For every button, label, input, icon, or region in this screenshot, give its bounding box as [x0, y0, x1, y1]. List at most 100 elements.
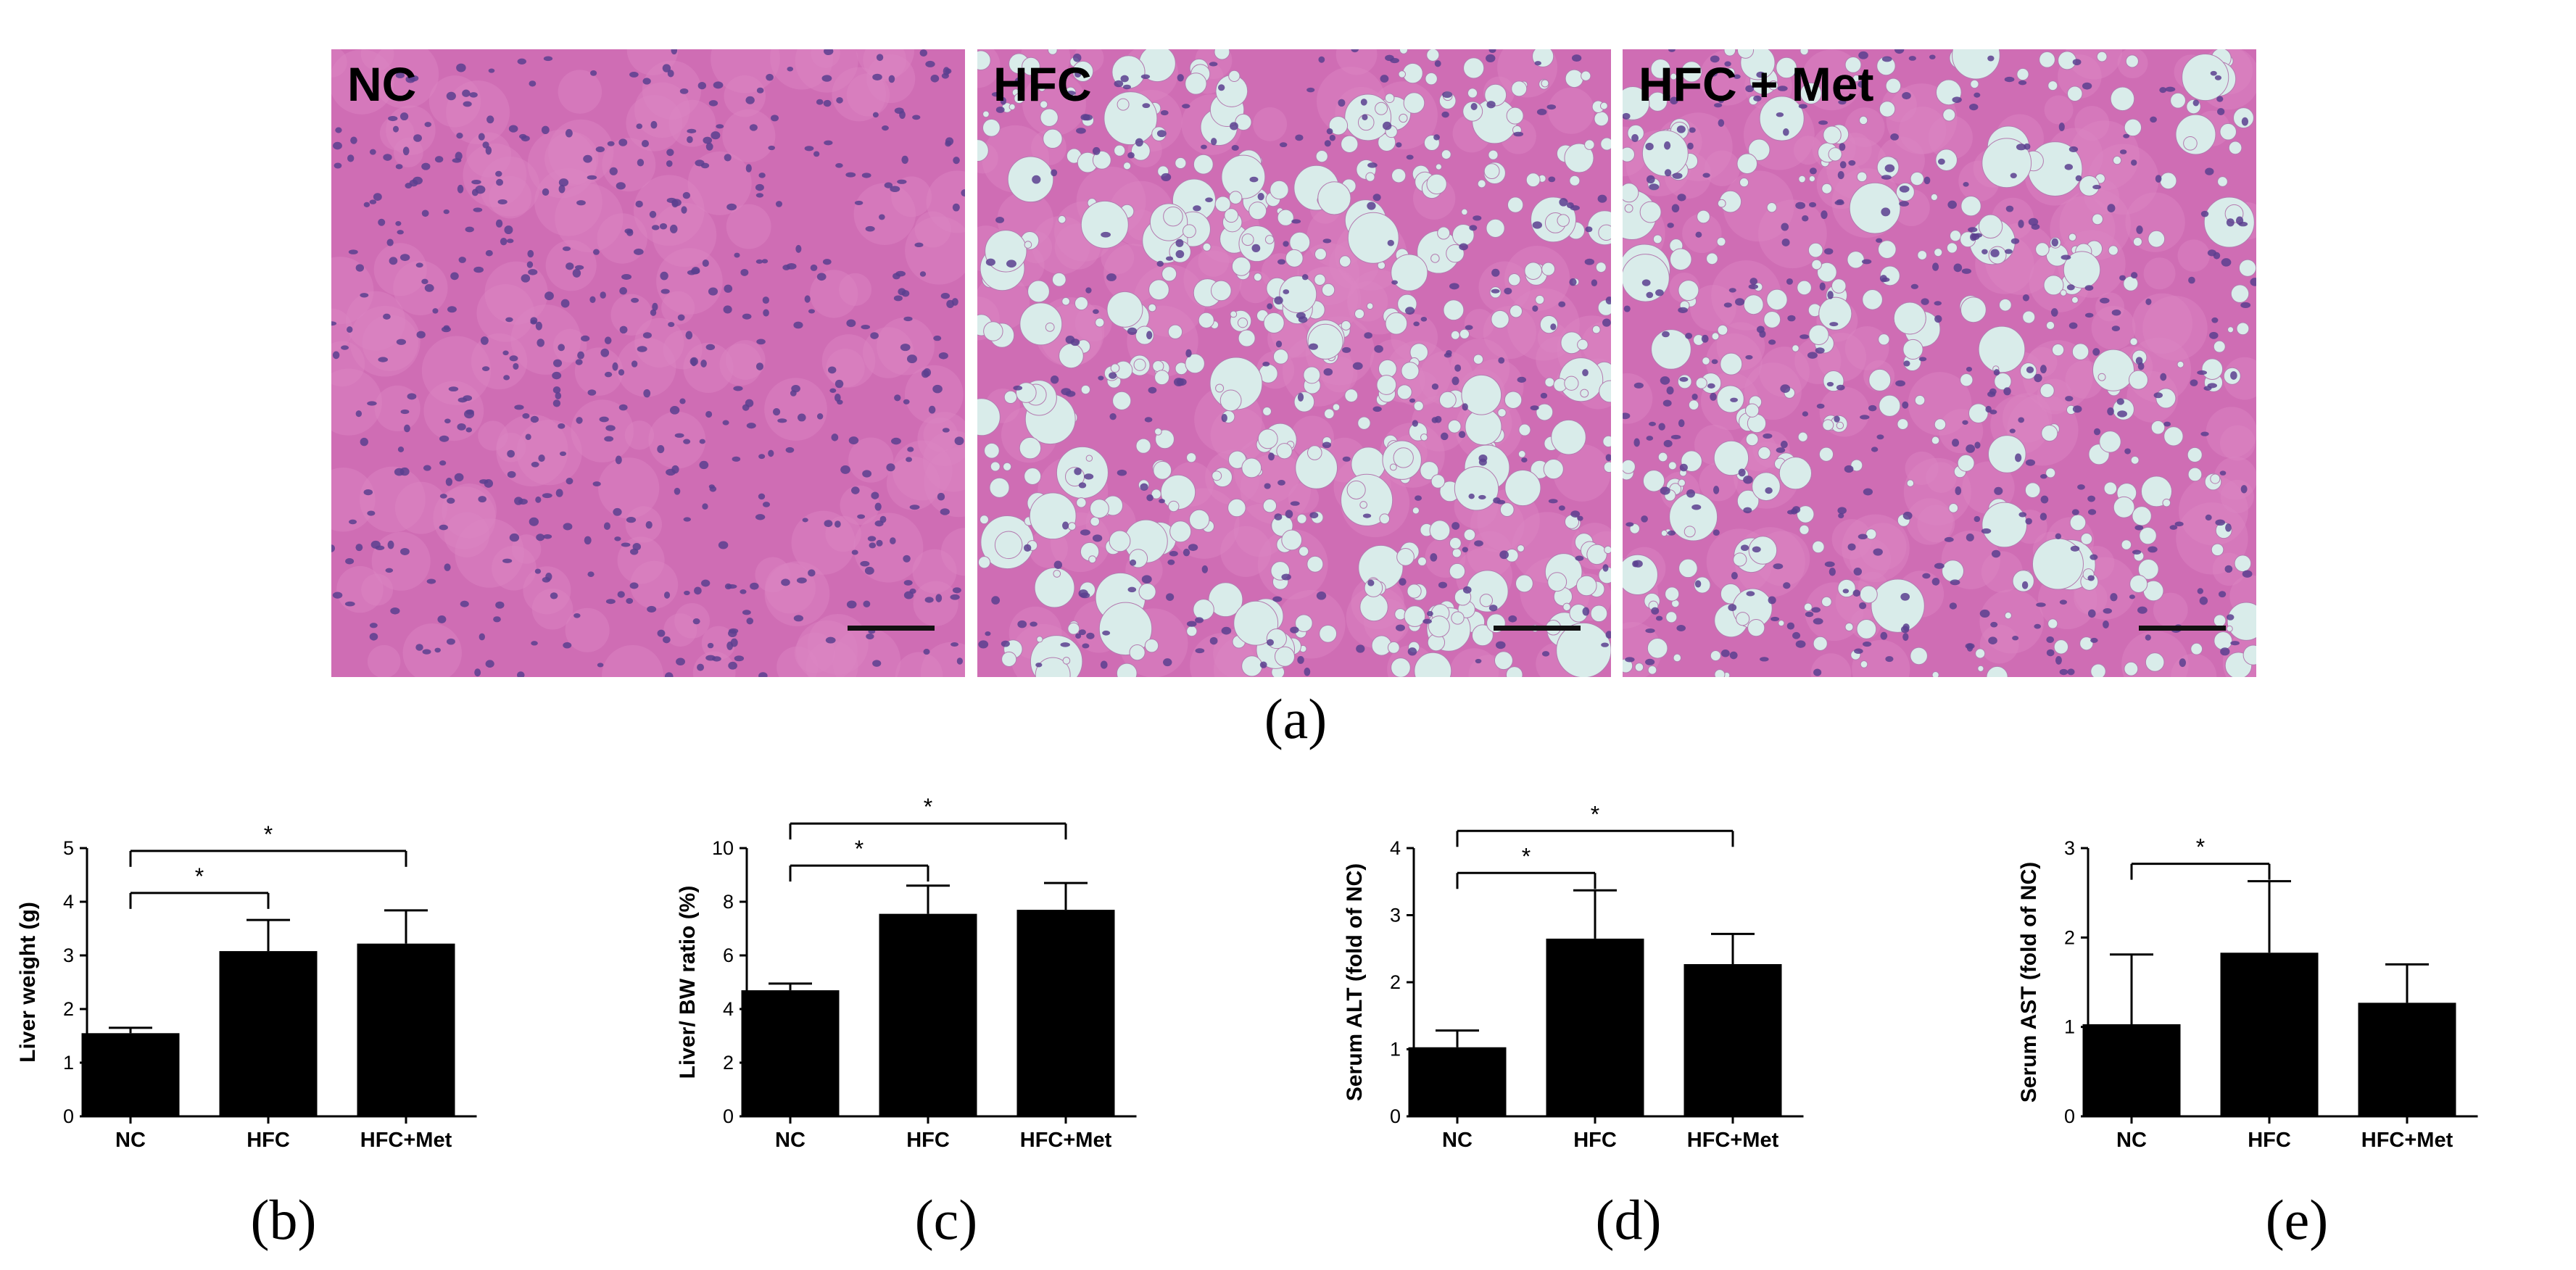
nucleus	[2160, 373, 2167, 381]
cytoplasm-patch	[1233, 504, 1287, 557]
nucleus	[1990, 621, 1998, 628]
nucleus	[563, 642, 572, 649]
fat-vacuole	[1647, 665, 1657, 675]
nucleus	[334, 162, 342, 169]
nucleus	[1902, 633, 1909, 642]
nucleus	[363, 489, 373, 496]
fat-vacuole	[1744, 403, 1760, 418]
nucleus	[2136, 225, 2143, 234]
nucleus	[2087, 609, 2096, 618]
fat-vacuole	[1062, 657, 1071, 665]
cytoplasm-patch	[1682, 213, 1722, 254]
nucleus	[1641, 515, 1648, 523]
nucleus	[2090, 554, 2098, 560]
nucleus	[1316, 592, 1327, 600]
nucleus	[605, 599, 616, 605]
nucleus	[1546, 104, 1557, 110]
nucleus	[437, 615, 447, 623]
nucleus	[1876, 238, 1883, 243]
nucleus	[705, 410, 713, 418]
nucleus	[2214, 75, 2222, 80]
fat-vacuole	[2210, 473, 2221, 484]
nucleus	[2131, 159, 2137, 166]
fat-vacuole	[2187, 447, 2203, 463]
nucleus	[2034, 373, 2042, 383]
nucleus	[367, 401, 377, 406]
fat-vacuole	[1569, 175, 1581, 186]
fat-vacuole	[1647, 637, 1668, 659]
fat-vacuole	[1426, 173, 1447, 195]
nucleus	[2230, 641, 2240, 646]
fat-vacuole	[1844, 622, 1854, 632]
bar	[219, 951, 318, 1116]
fat-vacuole	[1524, 262, 1543, 280]
nucleus	[1894, 49, 1905, 54]
nucleus	[1001, 640, 1010, 647]
nucleus	[332, 351, 340, 360]
fat-vacuole	[2242, 644, 2256, 665]
nucleus	[535, 321, 542, 331]
cytoplasm-patch	[362, 315, 419, 371]
nucleus	[1156, 260, 1164, 267]
nucleus	[682, 191, 691, 199]
nucleus	[1249, 176, 1259, 183]
cytoplasm-patch	[510, 304, 581, 375]
nucleus	[1899, 201, 1910, 207]
nucleus	[1072, 53, 1082, 62]
fat-vacuole	[1902, 339, 1923, 360]
fat-vacuole	[1547, 572, 1567, 592]
nucleus	[1283, 289, 1290, 294]
nucleus	[331, 321, 337, 326]
nucleus	[1687, 142, 1694, 150]
fat-vacuole	[2128, 370, 2148, 390]
significance-label: *	[2196, 834, 2205, 860]
nucleus	[576, 200, 586, 206]
bar	[1016, 910, 1115, 1116]
nucleus	[1449, 283, 1459, 290]
nucleus	[1922, 573, 1931, 579]
nucleus	[617, 591, 625, 598]
fat-vacuole	[1414, 652, 1452, 677]
nucleus	[1966, 367, 1973, 372]
nucleus	[2150, 116, 2157, 123]
nucleus	[1473, 215, 1482, 221]
cytoplasm-patch	[692, 651, 736, 677]
nucleus	[392, 125, 399, 133]
nucleus	[2213, 252, 2221, 260]
nucleus	[923, 649, 930, 655]
fat-vacuole	[1716, 236, 1726, 246]
cytoplasm-patch	[1906, 498, 1953, 545]
fat-vacuole	[989, 477, 1010, 498]
fat-vacuole	[1494, 651, 1513, 671]
nucleus	[1061, 388, 1072, 396]
fat-vacuole	[1580, 389, 1589, 398]
fat-vacuole	[1161, 266, 1177, 282]
nucleus	[504, 225, 513, 235]
nucleus	[890, 537, 896, 544]
nucleus	[535, 496, 542, 503]
nucleus	[1277, 259, 1286, 265]
micrograph-label: NC	[347, 57, 417, 111]
fat-vacuole	[2071, 296, 2079, 304]
nucleus	[1974, 92, 1981, 98]
nucleus	[867, 536, 877, 541]
fat-vacuole	[1629, 523, 1641, 534]
nucleus	[600, 348, 610, 357]
fat-vacuole	[982, 110, 990, 118]
nucleus	[560, 299, 570, 308]
fat-vacuole	[1536, 403, 1554, 421]
fat-vacuole	[1435, 163, 1442, 170]
nucleus	[1902, 401, 1909, 409]
fat-vacuole	[1486, 218, 1505, 238]
nucleus	[1101, 231, 1111, 238]
nucleus	[649, 210, 657, 218]
nucleus	[952, 203, 960, 212]
y-tick-label: 8	[723, 891, 734, 913]
cytoplasm-patch	[1198, 246, 1230, 277]
nucleus	[1283, 241, 1289, 247]
nucleus	[1666, 386, 1674, 395]
fat-vacuole	[1237, 318, 1248, 328]
nucleus	[400, 409, 410, 415]
nucleus	[869, 542, 877, 549]
nucleus	[1504, 287, 1512, 295]
